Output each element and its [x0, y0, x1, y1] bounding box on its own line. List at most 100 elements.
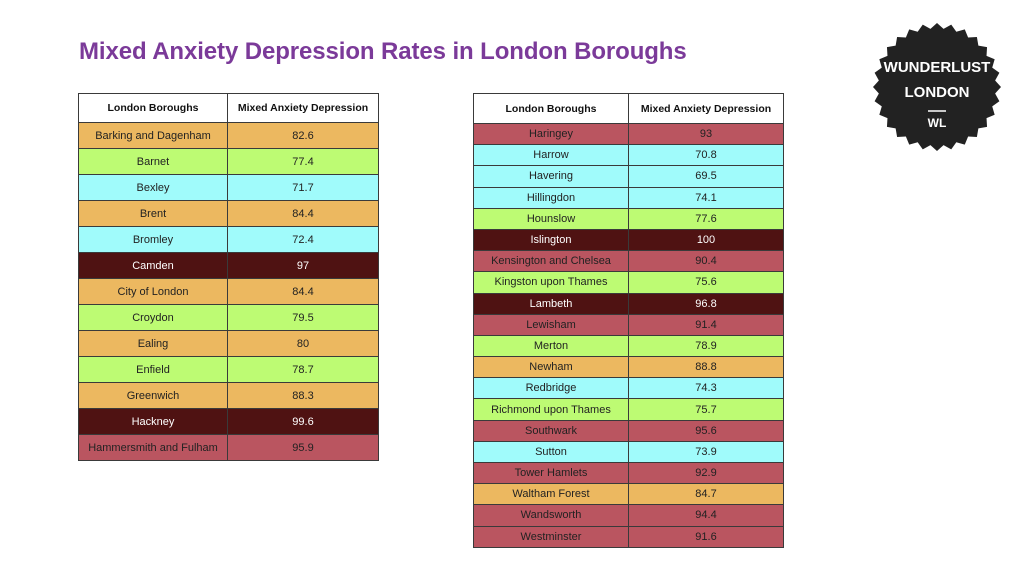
depression-rate-cell: 95.9 — [227, 434, 379, 461]
logo-text-line1: WUNDERLUST — [884, 59, 991, 76]
borough-name-cell: Croydon — [78, 304, 228, 331]
page-title: Mixed Anxiety Depression Rates in London… — [79, 38, 687, 65]
table-row: Wandsworth 94.4 — [473, 504, 784, 527]
borough-name-cell: Waltham Forest — [473, 483, 629, 506]
borough-name-cell: Sutton — [473, 440, 629, 464]
table-row: Brent 84.4 — [78, 200, 379, 227]
table-row: Harrow 70.8 — [473, 144, 784, 167]
boroughs-table-right: London Boroughs Mixed Anxiety Depression… — [473, 93, 784, 548]
column-header-value: Mixed Anxiety Depression — [227, 93, 379, 123]
borough-name-cell: Hounslow — [473, 207, 629, 230]
borough-name-cell: Kensington and Chelsea — [473, 250, 629, 273]
depression-rate-cell: 96.8 — [628, 292, 784, 315]
borough-name-cell: Hackney — [78, 408, 228, 435]
depression-rate-cell: 71.7 — [227, 174, 379, 201]
depression-rate-cell: 88.3 — [227, 382, 379, 409]
table-row: Hammersmith and Fulham 95.9 — [78, 434, 379, 461]
depression-rate-cell: 90.4 — [628, 250, 784, 273]
depression-rate-cell: 92.9 — [628, 461, 784, 485]
table-row: Merton 78.9 — [473, 334, 784, 358]
borough-name-cell: Southwark — [473, 419, 629, 442]
depression-rate-cell: 94.4 — [628, 504, 784, 527]
borough-name-cell: Islington — [473, 228, 629, 252]
table-row: City of London 84.4 — [78, 278, 379, 305]
column-header-value: Mixed Anxiety Depression — [628, 93, 784, 124]
table-row: Havering 69.5 — [473, 165, 784, 188]
depression-rate-cell: 78.9 — [628, 334, 784, 358]
table-row: Barnet 77.4 — [78, 148, 379, 175]
depression-rate-cell: 84.4 — [227, 200, 379, 227]
table-row: Sutton 73.9 — [473, 440, 784, 464]
depression-rate-cell: 84.7 — [628, 483, 784, 506]
table-row: Kensington and Chelsea 90.4 — [473, 250, 784, 273]
column-header-borough: London Boroughs — [473, 93, 629, 124]
borough-name-cell: Wandsworth — [473, 504, 629, 527]
depression-rate-cell: 91.4 — [628, 313, 784, 336]
depression-rate-cell: 78.7 — [227, 356, 379, 383]
borough-name-cell: Lewisham — [473, 313, 629, 336]
table-header-row: London Boroughs Mixed Anxiety Depression — [473, 93, 784, 124]
depression-rate-cell: 74.3 — [628, 377, 784, 400]
borough-name-cell: Havering — [473, 165, 629, 188]
borough-name-cell: Harrow — [473, 144, 629, 167]
borough-name-cell: Haringey — [473, 122, 629, 146]
table-row: Bexley 71.7 — [78, 174, 379, 201]
borough-name-cell: Hillingdon — [473, 186, 629, 209]
table-row: Islington 100 — [473, 228, 784, 252]
borough-name-cell: Tower Hamlets — [473, 461, 629, 485]
table-row: Lewisham 91.4 — [473, 313, 784, 336]
borough-name-cell: City of London — [78, 278, 228, 305]
borough-name-cell: Redbridge — [473, 377, 629, 400]
borough-name-cell: Barnet — [78, 148, 228, 175]
borough-name-cell: Hammersmith and Fulham — [78, 434, 228, 461]
table-row: Enfield 78.7 — [78, 356, 379, 383]
table-row: Lambeth 96.8 — [473, 292, 784, 315]
borough-name-cell: Bexley — [78, 174, 228, 201]
table-header-row: London Boroughs Mixed Anxiety Depression — [78, 93, 379, 123]
depression-rate-cell: 100 — [628, 228, 784, 252]
table-row: Waltham Forest 84.7 — [473, 483, 784, 506]
table-row: Greenwich 88.3 — [78, 382, 379, 409]
table-row: Bromley 72.4 — [78, 226, 379, 253]
depression-rate-cell: 69.5 — [628, 165, 784, 188]
table-row: Westminster 91.6 — [473, 525, 784, 548]
depression-rate-cell: 75.7 — [628, 398, 784, 421]
logo-text-line2: LONDON — [905, 84, 970, 101]
table-row: Richmond upon Thames 75.7 — [473, 398, 784, 421]
depression-rate-cell: 91.6 — [628, 525, 784, 548]
depression-rate-cell: 70.8 — [628, 144, 784, 167]
depression-rate-cell: 88.8 — [628, 356, 784, 379]
depression-rate-cell: 84.4 — [227, 278, 379, 305]
depression-rate-cell: 80 — [227, 330, 379, 357]
borough-name-cell: Ealing — [78, 330, 228, 357]
depression-rate-cell: 75.6 — [628, 271, 784, 294]
borough-name-cell: Newham — [473, 356, 629, 379]
table-row: Barking and Dagenham 82.6 — [78, 122, 379, 149]
borough-name-cell: Enfield — [78, 356, 228, 383]
table-row: Ealing 80 — [78, 330, 379, 357]
table-row: Redbridge 74.3 — [473, 377, 784, 400]
table-row: Hounslow 77.6 — [473, 207, 784, 230]
table-row: Hackney 99.6 — [78, 408, 379, 435]
logo-badge-shape — [873, 23, 1001, 151]
borough-name-cell: Camden — [78, 252, 228, 279]
depression-rate-cell: 74.1 — [628, 186, 784, 209]
borough-name-cell: Kingston upon Thames — [473, 271, 629, 294]
table-row: Croydon 79.5 — [78, 304, 379, 331]
table-row: Camden 97 — [78, 252, 379, 279]
borough-name-cell: Westminster — [473, 525, 629, 548]
column-header-borough: London Boroughs — [78, 93, 228, 123]
depression-rate-cell: 77.4 — [227, 148, 379, 175]
borough-name-cell: Bromley — [78, 226, 228, 253]
borough-name-cell: Lambeth — [473, 292, 629, 315]
table-row: Tower Hamlets 92.9 — [473, 461, 784, 485]
wunderlust-london-logo: WUNDERLUST LONDON WL — [872, 22, 1002, 152]
depression-rate-cell: 82.6 — [227, 122, 379, 149]
depression-rate-cell: 95.6 — [628, 419, 784, 442]
depression-rate-cell: 99.6 — [227, 408, 379, 435]
borough-name-cell: Merton — [473, 334, 629, 358]
depression-rate-cell: 93 — [628, 122, 784, 146]
table-row: Kingston upon Thames 75.6 — [473, 271, 784, 294]
depression-rate-cell: 79.5 — [227, 304, 379, 331]
depression-rate-cell: 72.4 — [227, 226, 379, 253]
